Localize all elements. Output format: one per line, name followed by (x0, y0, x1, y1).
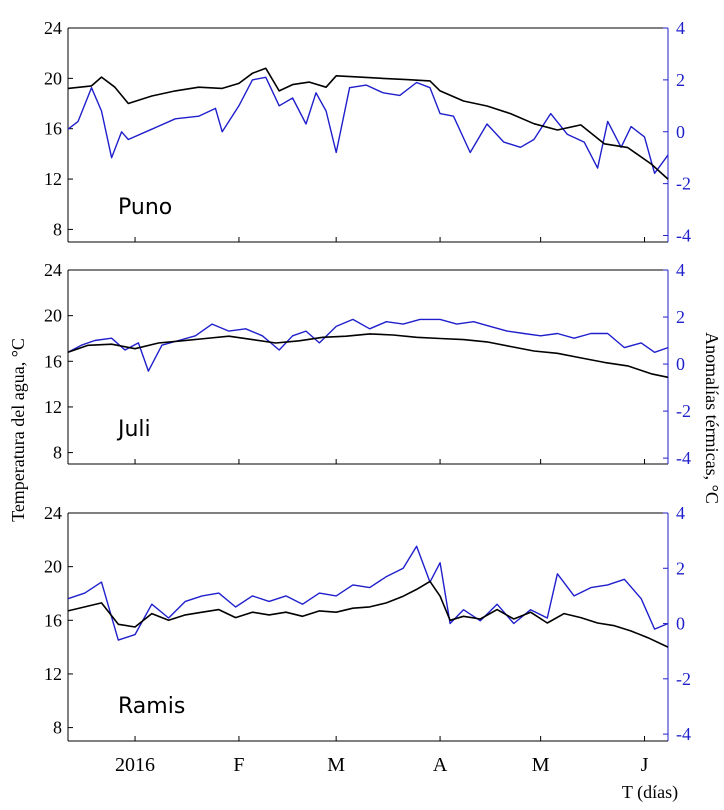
left-tick-label: 8 (53, 219, 62, 239)
right-tick-label: 4 (676, 260, 685, 280)
x-tick-label: F (233, 754, 244, 776)
left-tick-label: 16 (44, 119, 62, 139)
left-tick-label: 20 (44, 68, 62, 88)
left-tick-label: 16 (44, 610, 62, 630)
left-tick-label: 8 (53, 443, 62, 463)
x-axis-title: T (días) (622, 782, 678, 803)
right-tick-label: 2 (676, 307, 685, 327)
right-tick-label: -2 (676, 401, 691, 421)
right-tick-label: 0 (676, 354, 685, 374)
temperature-line (67, 333, 669, 379)
right-tick-label: -4 (676, 226, 691, 246)
right-tick-label: 4 (676, 18, 685, 38)
station-label: Ramis (118, 694, 185, 719)
right-tick-label: -2 (676, 669, 691, 689)
anomaly-line (67, 318, 669, 372)
station-label: Juli (116, 417, 151, 442)
left-tick-label: 24 (44, 503, 62, 523)
station-label: Puno (118, 195, 172, 220)
x-tick-label: 2016 (115, 754, 155, 776)
right-tick-label: 0 (676, 614, 685, 634)
anomaly-line (67, 76, 669, 174)
left-tick-label: 12 (44, 397, 62, 417)
right-tick-label: -4 (676, 448, 691, 468)
anomaly-line (67, 545, 669, 641)
left-tick-label: 12 (44, 664, 62, 684)
x-tick-label: M (532, 754, 550, 776)
right-tick-label: 0 (676, 122, 685, 142)
right-tick-label: 4 (676, 503, 685, 523)
left-tick-label: 24 (44, 18, 62, 38)
right-tick-label: 2 (676, 70, 685, 90)
temperature-line (67, 67, 669, 180)
right-tick-label: 2 (676, 558, 685, 578)
right-tick-label: -2 (676, 174, 691, 194)
y-right-axis-title: Anomalías térmicas, °C (702, 332, 722, 504)
x-tick-label: M (327, 754, 345, 776)
temperature-line (67, 580, 669, 648)
left-tick-label: 12 (44, 169, 62, 189)
left-tick-label: 16 (44, 351, 62, 371)
left-tick-label: 20 (44, 557, 62, 577)
left-tick-label: 8 (53, 718, 62, 738)
x-tick-label: A (433, 754, 448, 776)
right-tick-label: -4 (676, 724, 691, 744)
left-tick-label: 24 (44, 260, 62, 280)
x-tick-label: J (641, 754, 649, 776)
left-tick-label: 20 (44, 306, 62, 326)
y-left-axis-title: Temperatura del agua, °C (8, 338, 28, 522)
